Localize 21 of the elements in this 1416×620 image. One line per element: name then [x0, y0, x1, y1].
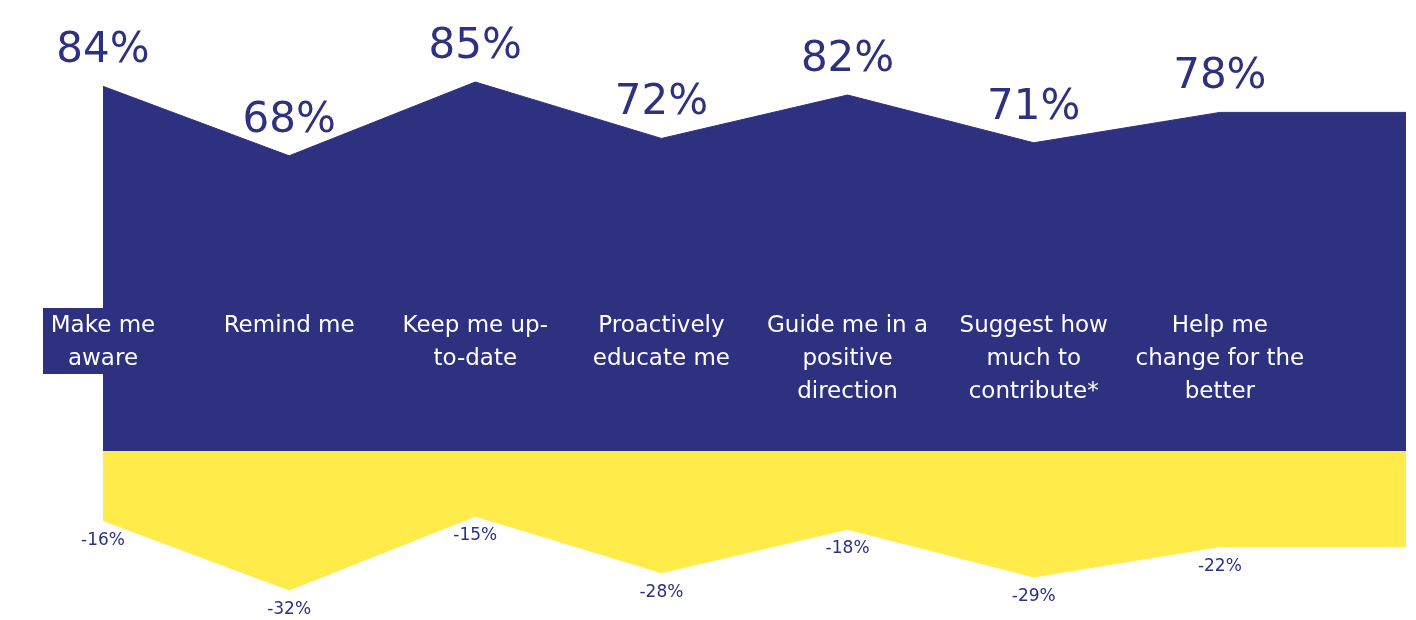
data-label: 85%	[428, 19, 522, 68]
data-label: -22%	[1197, 554, 1242, 575]
data-label: -32%	[267, 598, 312, 618]
x-tick-label: Guide me in a positive direction	[761, 308, 934, 407]
data-label: 78%	[1173, 49, 1267, 99]
data-label: -29%	[1011, 584, 1056, 605]
x-tick-label: Make me aware	[43, 308, 163, 374]
data-label: 72%	[614, 75, 709, 125]
data-label: -28%	[639, 580, 684, 601]
x-tick-label: Help me change for the better	[1133, 308, 1306, 407]
data-label: -18%	[825, 537, 870, 558]
data-label: 68%	[242, 92, 336, 142]
x-tick-label: Suggest how much to contribute*	[947, 308, 1120, 407]
x-tick-label: Keep me up-to-date	[389, 308, 562, 374]
data-label: -16%	[81, 528, 125, 549]
x-tick-label: Proactively educate me	[575, 308, 748, 374]
data-label: 82%	[800, 32, 895, 82]
data-label: -15%	[453, 524, 498, 545]
data-label: 84%	[56, 23, 150, 73]
data-label: 71%	[987, 79, 1081, 129]
x-tick-label: Remind me	[203, 308, 376, 341]
